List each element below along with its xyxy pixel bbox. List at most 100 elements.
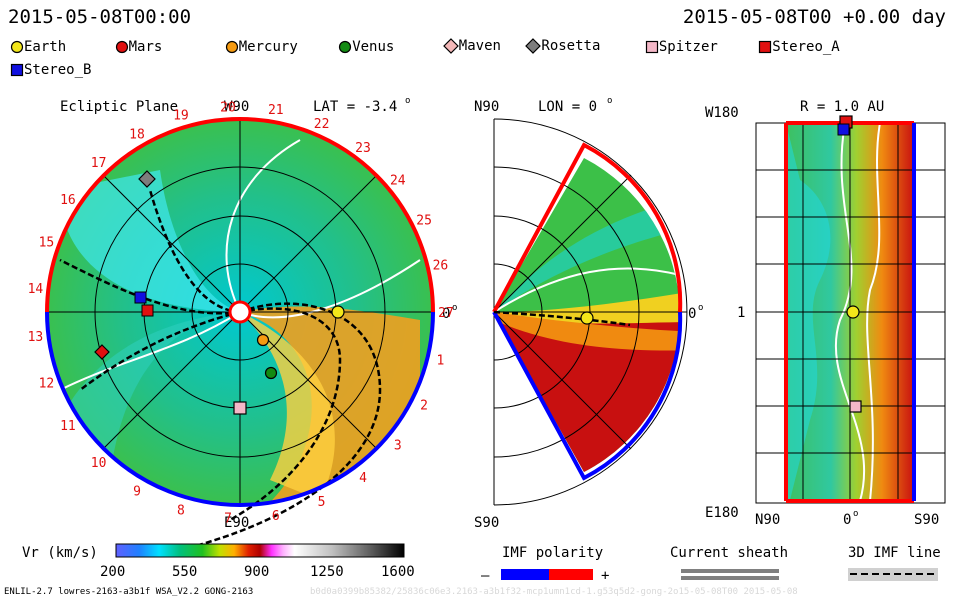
sector-label: 11 bbox=[60, 419, 76, 434]
sector-label: 3 bbox=[394, 438, 402, 453]
shell-x-mid: 0 bbox=[843, 512, 851, 528]
ecliptic-top-label: W90 bbox=[224, 99, 249, 115]
sector-label: 23 bbox=[355, 141, 371, 156]
legend-earth-label: Earth bbox=[24, 39, 67, 55]
meridional-rim-negative bbox=[492, 311, 683, 481]
venus-marker bbox=[264, 366, 278, 380]
sector-label: 8 bbox=[177, 503, 185, 518]
stereo-a-marker bbox=[141, 304, 154, 317]
legend-maven: Maven bbox=[442, 38, 501, 54]
shell-stereo-b-marker bbox=[837, 123, 850, 136]
legend-maven-label: Maven bbox=[458, 38, 501, 54]
spitzer-marker-icon bbox=[645, 40, 658, 54]
legend-stereo-b-label: Stereo_B bbox=[24, 62, 92, 78]
meridional-right-sup: o bbox=[698, 303, 703, 313]
sector-label: 13 bbox=[28, 330, 44, 345]
footer-left: ENLIL-2.7 lowres-2163-a3b1f WSA_V2.2 GON… bbox=[4, 587, 254, 597]
imf-polarity-legend: IMF polarity – + bbox=[481, 545, 609, 584]
sector-label: 5 bbox=[318, 495, 326, 510]
legend-stereo-b: Stereo_B bbox=[10, 62, 91, 78]
sector-label: 4 bbox=[359, 471, 367, 486]
white-contour-2 bbox=[239, 259, 421, 319]
ecliptic-title: Ecliptic Plane bbox=[60, 99, 178, 115]
legend-rosetta-label: Rosetta bbox=[541, 38, 601, 54]
compression-region bbox=[240, 312, 335, 500]
meridional-earth-marker bbox=[580, 311, 594, 325]
sector-label: 2 bbox=[420, 399, 428, 414]
legend-row-1: Earth Mars Mercury Venus Maven Rosetta S… bbox=[10, 38, 854, 58]
sector-label: 17 bbox=[91, 156, 107, 171]
ecliptic-lat: LAT = -3.4 bbox=[313, 99, 397, 115]
ecliptic-plane-panel: Ecliptic Plane LAT = -3.4 o W90 E90 0 o … bbox=[28, 96, 457, 552]
legend-spitzer: Spitzer bbox=[645, 39, 718, 55]
colorbar-tick-1250: 1250 bbox=[310, 564, 344, 580]
legend-stereo-a-label: Stereo_A bbox=[772, 39, 840, 55]
imf-minus: – bbox=[481, 568, 490, 584]
sector-label: 26 bbox=[433, 259, 449, 274]
current-sheath-label: Current sheath bbox=[670, 545, 788, 561]
legend-venus-label: Venus bbox=[352, 39, 395, 55]
sector-label: 22 bbox=[314, 117, 330, 132]
colorbar-tick-550: 550 bbox=[172, 564, 197, 580]
ecliptic-right-label: 0 bbox=[442, 306, 450, 322]
spitzer-marker bbox=[233, 401, 247, 415]
footer-right: b0d0a0399b85382/25836c06e3.2163-a3b1f32-… bbox=[310, 587, 798, 597]
legend-spitzer-label: Spitzer bbox=[658, 39, 718, 55]
sector-label: 10 bbox=[91, 456, 107, 471]
header-left-time: 2015-05-08T00:00 bbox=[8, 6, 192, 28]
shell-x-mid-sup: o bbox=[853, 509, 858, 519]
shell-earth-marker bbox=[846, 305, 860, 319]
header-right-time: 2015-05-08T00 +0.00 day bbox=[682, 6, 946, 28]
rosetta-marker-icon bbox=[525, 38, 542, 54]
legend-venus: Venus bbox=[338, 39, 394, 55]
imf-polarity-label: IMF polarity bbox=[502, 545, 603, 561]
shell-top-label: W180 bbox=[705, 105, 739, 121]
imf-field-lines bbox=[59, 189, 382, 552]
legend-mercury-label: Mercury bbox=[238, 39, 298, 55]
mercury-marker bbox=[256, 333, 270, 347]
imf-negative-swatch bbox=[501, 569, 549, 580]
sector-label: 18 bbox=[129, 128, 145, 143]
earth-marker bbox=[331, 305, 345, 319]
legend-stereo-a: Stereo_A bbox=[758, 39, 840, 55]
polarity-rim-positive bbox=[45, 117, 435, 313]
meridional-bottom-label: S90 bbox=[474, 515, 499, 531]
sector-label: 24 bbox=[390, 174, 406, 189]
shell-bottom-label: E180 bbox=[705, 505, 739, 521]
stereo-b-marker bbox=[134, 291, 147, 304]
sector-label: 15 bbox=[39, 236, 55, 251]
imf-plus: + bbox=[601, 568, 609, 584]
sector-label: 16 bbox=[60, 193, 76, 208]
polarity-rim-negative bbox=[45, 311, 435, 507]
sun-marker bbox=[228, 300, 252, 324]
sector-label: 27 bbox=[438, 306, 454, 321]
ecliptic-bottom-label: E90 bbox=[224, 515, 249, 531]
colorbar-tick-1600: 1600 bbox=[381, 564, 415, 580]
stereo-a-marker-icon bbox=[759, 40, 772, 54]
meridional-right-label: 0 bbox=[688, 306, 696, 322]
colorbar: Vr (km/s) 200 550 900 1250 1600 bbox=[22, 543, 415, 580]
legend-earth: Earth bbox=[10, 39, 66, 55]
sector-label: 6 bbox=[272, 509, 280, 524]
imf-line-label: 3D IMF line bbox=[848, 545, 941, 561]
shell-panel: R = 1.0 AU W180 E180 1 N90 0 o S90 bbox=[705, 99, 946, 528]
meridional-rim-positive bbox=[492, 142, 683, 313]
ecliptic-lat-sup: o bbox=[405, 96, 410, 106]
shell-title: R = 1.0 AU bbox=[800, 99, 884, 115]
white-contour-1 bbox=[225, 139, 301, 313]
enlil-figure: Ecliptic Plane LAT = -3.4 o W90 E90 0 o … bbox=[22, 96, 946, 584]
venus-marker-icon bbox=[339, 40, 352, 54]
sector-label: 14 bbox=[28, 282, 44, 297]
sector-label: 20 bbox=[220, 100, 236, 115]
slow-wind-region bbox=[60, 170, 240, 312]
legend-row-2: Stereo_B bbox=[10, 62, 105, 81]
legend-mercury: Mercury bbox=[225, 39, 298, 55]
sector-label: 25 bbox=[416, 214, 432, 229]
sector-label: 21 bbox=[268, 103, 284, 118]
colorbar-label: Vr (km/s) bbox=[22, 545, 98, 561]
sector-label: 19 bbox=[173, 109, 189, 124]
sector-label: 7 bbox=[224, 512, 232, 527]
meridional-title: LON = 0 bbox=[538, 99, 597, 115]
imf-line-legend: 3D IMF line bbox=[848, 545, 941, 581]
